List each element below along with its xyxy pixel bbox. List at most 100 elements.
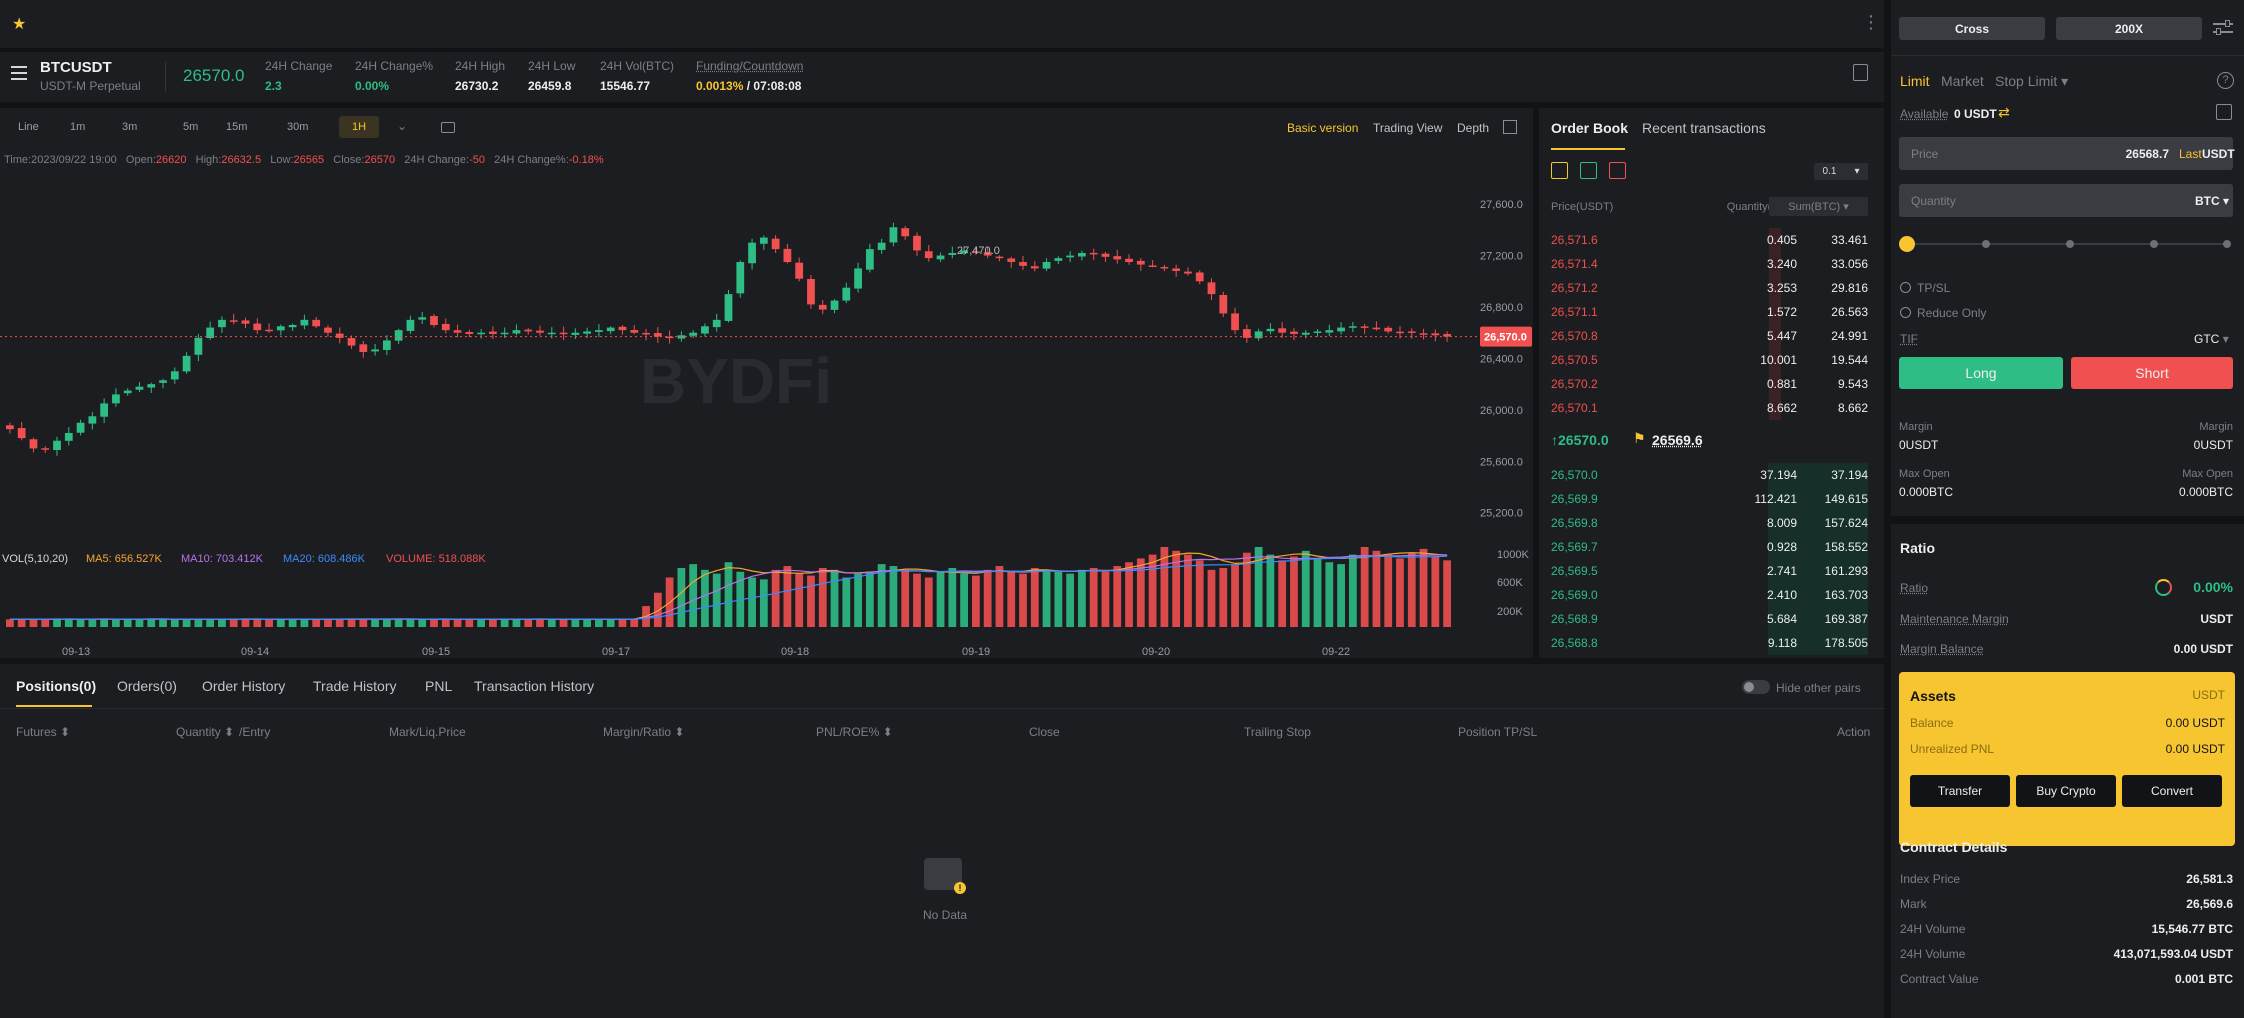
symbol-name[interactable]: BTCUSDT [40, 59, 112, 76]
candle[interactable] [948, 252, 957, 255]
help-icon[interactable]: ? [2217, 72, 2234, 89]
calculator-icon[interactable] [2216, 104, 2232, 120]
candle[interactable] [312, 319, 321, 327]
candle[interactable] [1066, 255, 1075, 258]
info-icon[interactable] [1853, 64, 1868, 81]
star-icon[interactable]: ★ [12, 16, 27, 33]
candle[interactable] [276, 326, 285, 331]
book-view-bids-icon[interactable] [1580, 162, 1597, 179]
slider-handle[interactable] [1899, 236, 1915, 252]
menu-icon[interactable] [11, 66, 27, 80]
view-trading-view[interactable]: Trading View [1373, 121, 1443, 135]
candle[interactable] [324, 327, 332, 333]
candle[interactable] [465, 332, 474, 334]
candle[interactable] [1019, 262, 1027, 266]
convert-button[interactable]: Convert [2122, 775, 2222, 807]
candle[interactable] [441, 323, 450, 331]
candle[interactable] [830, 300, 839, 310]
positions-tab[interactable]: PNL [425, 678, 453, 694]
candle[interactable] [524, 329, 533, 332]
bid-row[interactable]: 26,569.0 2.410 163.703 [1539, 583, 1879, 607]
column-header[interactable]: Margin/Ratio ⬍ [603, 725, 685, 739]
candle[interactable] [1231, 313, 1239, 331]
interval-line[interactable]: Line [18, 121, 39, 133]
leverage-button[interactable]: 200X [2056, 17, 2202, 40]
candle[interactable] [170, 371, 179, 380]
reduce-only-checkbox[interactable] [1900, 307, 1911, 318]
bid-row[interactable]: 26,569.9 112.421 149.615 [1539, 487, 1879, 511]
candle[interactable] [972, 251, 980, 253]
candle[interactable] [865, 249, 874, 270]
candle[interactable] [112, 394, 120, 404]
candle[interactable] [665, 336, 674, 339]
ask-row[interactable]: 26,571.1 1.572 26.563 [1539, 300, 1879, 324]
candle[interactable] [265, 329, 273, 332]
interval-30m[interactable]: 30m [287, 121, 309, 133]
candle[interactable] [1372, 327, 1381, 330]
candle[interactable] [159, 380, 167, 383]
candle[interactable] [1054, 258, 1063, 261]
candle[interactable] [759, 237, 768, 244]
interval-15m[interactable]: 15m [226, 121, 248, 133]
long-button[interactable]: Long [1899, 357, 2063, 389]
candle[interactable] [1113, 256, 1122, 260]
candle[interactable] [288, 324, 297, 328]
candle[interactable] [818, 304, 827, 310]
candle[interactable] [123, 390, 132, 394]
candle[interactable] [335, 333, 344, 338]
candle[interactable] [712, 319, 721, 328]
candle[interactable] [229, 320, 238, 322]
camera-icon[interactable] [441, 122, 455, 133]
fullscreen-icon[interactable] [1503, 120, 1517, 134]
candle[interactable] [194, 337, 203, 355]
candle[interactable] [88, 416, 97, 424]
candle[interactable] [1407, 331, 1416, 333]
swap-icon[interactable]: ⇄ [1998, 104, 2010, 120]
candle[interactable] [1266, 328, 1275, 332]
tab-stop-limit[interactable]: Stop Limit ▾ [1995, 73, 2069, 89]
candle[interactable] [1195, 272, 1204, 282]
candle[interactable] [6, 425, 14, 430]
candle[interactable] [241, 320, 250, 324]
bid-row[interactable]: 26,570.0 37.194 37.194 [1539, 463, 1879, 487]
column-header[interactable]: Futures ⬍ [16, 725, 71, 739]
candle[interactable] [135, 386, 144, 390]
funding-label[interactable]: Funding/Countdown [696, 59, 804, 73]
quantity-input[interactable]: Quantity BTC ▾ [1899, 184, 2233, 217]
price-input[interactable]: Price 26568.7 Last USDT [1899, 137, 2235, 170]
tif-select[interactable]: GTC ▾ [2194, 332, 2229, 346]
tpsl-checkbox[interactable] [1900, 282, 1911, 293]
more-vertical-icon[interactable]: ⋮ [1862, 12, 1880, 32]
candle[interactable] [724, 294, 733, 321]
candle[interactable] [1136, 260, 1145, 265]
candle[interactable] [736, 261, 745, 294]
candle[interactable] [394, 330, 403, 341]
expand-icon[interactable]: ⌄ [397, 119, 408, 133]
ask-row[interactable]: 26,570.5 10.001 19.544 [1539, 348, 1879, 372]
candle[interactable] [418, 317, 427, 320]
candle[interactable] [807, 279, 815, 305]
candle[interactable] [889, 227, 898, 243]
candle[interactable] [748, 242, 756, 264]
candle[interactable] [642, 332, 650, 335]
candle[interactable] [17, 428, 26, 439]
interval-3m[interactable]: 3m [122, 121, 138, 133]
candle[interactable] [1348, 326, 1357, 328]
candle[interactable] [536, 330, 544, 333]
candle[interactable] [406, 319, 415, 331]
interval-5m[interactable]: 5m [183, 121, 199, 133]
candlestick-chart[interactable]: BYDFi 27,600.0 27,200.0 26,800.0 26,400.0 26,… [0, 173, 1533, 658]
buy-crypto-button[interactable]: Buy Crypto [2016, 775, 2116, 807]
candle[interactable] [359, 344, 368, 352]
candle[interactable] [100, 403, 109, 417]
candle[interactable] [1125, 258, 1133, 262]
tab-order-book[interactable]: Order Book [1551, 120, 1629, 136]
settings-sliders-icon[interactable] [2213, 20, 2233, 36]
candle[interactable] [206, 327, 215, 339]
positions-tab[interactable]: Orders(0) [117, 678, 177, 694]
candle[interactable] [913, 235, 921, 251]
ask-row[interactable]: 26,571.2 3.253 29.816 [1539, 276, 1879, 300]
candle[interactable] [453, 330, 462, 333]
candle[interactable] [1443, 334, 1451, 337]
candle[interactable] [512, 330, 521, 334]
